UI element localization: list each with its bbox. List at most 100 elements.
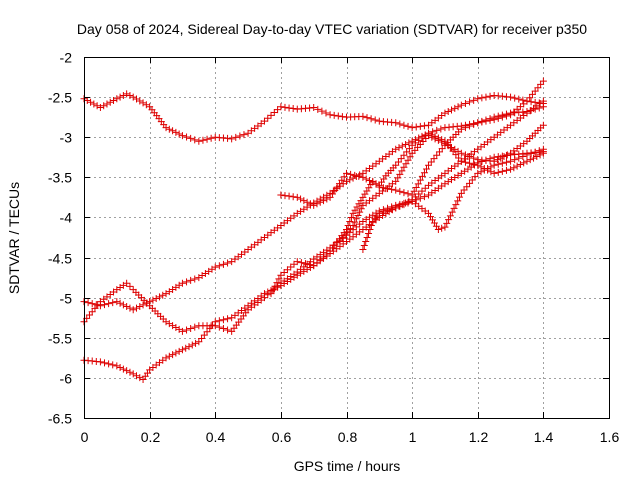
data-point: [346, 217, 354, 225]
data-point: [363, 234, 371, 241]
data-point: [236, 132, 244, 140]
data-point: [486, 116, 494, 124]
data-point: [224, 315, 232, 323]
data-point: [159, 291, 167, 299]
data-point: [320, 253, 328, 261]
data-point: [355, 172, 363, 180]
data-point: [490, 169, 498, 177]
data-point: [365, 229, 373, 237]
data-point: [119, 301, 127, 309]
data-point: [101, 359, 109, 367]
data-point: [306, 261, 314, 269]
data-point: [404, 122, 412, 130]
x-axis-label: GPS time / hours: [294, 458, 401, 474]
data-point: [219, 325, 227, 333]
data-point: [493, 156, 501, 164]
data-point: [84, 299, 92, 307]
data-point: [398, 167, 406, 175]
data-point: [240, 131, 248, 139]
data-point: [474, 119, 482, 127]
data-point: [400, 121, 408, 129]
data-point: [474, 169, 482, 177]
data-point: [126, 304, 134, 312]
data-point: [182, 344, 190, 352]
data-point: [539, 148, 547, 156]
data-point: [96, 104, 104, 112]
data-point: [404, 190, 412, 198]
data-point: [185, 343, 193, 351]
x-tick-label: 0.4: [206, 429, 226, 445]
data-point: [526, 156, 534, 164]
data-point: [502, 158, 510, 166]
data-point: [412, 196, 420, 204]
data-point: [445, 216, 453, 224]
y-tick-label: -2.5: [48, 90, 72, 106]
data-point: [484, 166, 492, 174]
data-point: [105, 360, 113, 368]
data-point: [316, 198, 324, 206]
data-point: [123, 279, 131, 287]
data-point: [113, 362, 121, 370]
data-point: [446, 212, 454, 220]
data-point: [264, 114, 272, 122]
data-point: [408, 191, 416, 199]
data-point: [490, 116, 498, 124]
data-point: [369, 178, 377, 186]
data-point: [116, 363, 124, 371]
data-point: [362, 238, 370, 246]
data-point: [133, 95, 140, 103]
data-point: [172, 349, 180, 357]
y-tick-label: -6: [60, 371, 73, 387]
data-point: [267, 290, 275, 298]
data-points: [80, 77, 547, 383]
data-point: [116, 299, 124, 307]
data-point: [470, 154, 478, 162]
data-point: [123, 367, 131, 375]
series-track-d: [80, 97, 547, 383]
y-tick-label: -5: [60, 291, 73, 307]
data-point: [412, 184, 420, 192]
data-point: [191, 136, 199, 144]
data-point: [461, 158, 469, 166]
data-point: [452, 201, 460, 209]
data-point: [456, 193, 464, 201]
data-point: [516, 160, 524, 168]
data-point: [103, 100, 111, 108]
data-point: [457, 125, 465, 133]
data-point: [215, 262, 223, 270]
data-point: [123, 302, 131, 310]
data-point: [187, 276, 195, 284]
data-point: [136, 374, 144, 382]
data-point: [404, 156, 412, 164]
data-point: [142, 101, 150, 109]
x-tick-label: 0.2: [141, 429, 161, 445]
data-point: [323, 250, 331, 258]
data-point: [129, 370, 137, 378]
data-point: [260, 117, 268, 125]
data-point: [539, 97, 547, 105]
data-point: [530, 154, 538, 162]
data-point: [264, 288, 272, 296]
data-point: [274, 106, 282, 114]
data-point: [289, 105, 297, 113]
data-point: [394, 174, 402, 182]
data-point: [404, 199, 412, 207]
data-point: [416, 194, 424, 202]
data-point: [392, 145, 400, 153]
x-tick-label: 1.4: [534, 429, 554, 445]
data-point: [165, 352, 173, 360]
data-point: [123, 90, 131, 98]
y-tick-label: -4.5: [48, 251, 72, 267]
data-point: [343, 169, 350, 177]
data-point: [313, 259, 321, 267]
data-point: [461, 151, 469, 159]
data-point: [285, 104, 293, 112]
data-point: [285, 192, 293, 200]
data-point: [418, 187, 426, 195]
data-point: [438, 224, 446, 232]
data-point: [438, 138, 446, 146]
data-point: [441, 109, 449, 117]
data-point: [519, 96, 527, 104]
data-point: [105, 300, 113, 308]
data-point: [191, 323, 199, 331]
